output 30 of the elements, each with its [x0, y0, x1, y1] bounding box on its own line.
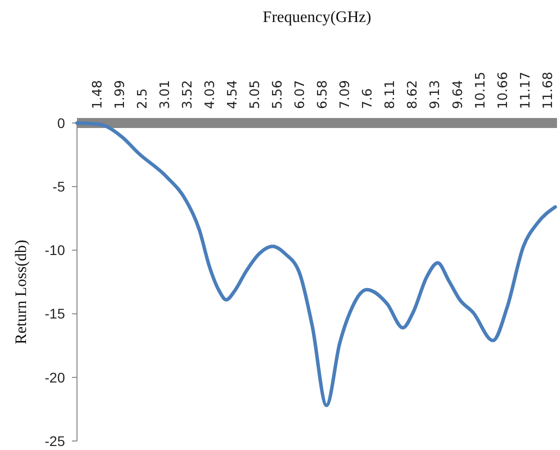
x-tick-label: 7.09 — [338, 80, 354, 109]
y-tick-label: -25 — [44, 432, 66, 449]
x-tick-label: 11.68 — [540, 72, 556, 109]
x-tick-label: 8.62 — [406, 80, 421, 109]
x-tick-label: 10.66 — [496, 72, 511, 109]
x-tick-label: 5.56 — [270, 80, 286, 109]
x-tick-label: 3.52 — [180, 80, 196, 109]
x-tick-label: 4.03 — [203, 80, 218, 109]
y-tick-label: -15 — [44, 306, 66, 322]
x-tick-label: 7.6 — [360, 88, 376, 109]
x-tick-label: 3.01 — [158, 80, 173, 109]
y-axis-title: Return Loss(db) — [13, 240, 30, 344]
x-tick-label: 9.13 — [428, 80, 444, 109]
x-axis-title: Frequency(GHz) — [262, 9, 372, 26]
y-tick-label: -20 — [44, 369, 66, 386]
y-tick-label: 0 — [57, 114, 66, 131]
x-tick-label: 9.64 — [450, 80, 466, 109]
x-tick-label: 4.54 — [226, 80, 241, 109]
x-tick-label: 8.11 — [383, 80, 398, 109]
x-tick-label: 10.15 — [473, 72, 488, 109]
line-series — [75, 121, 557, 408]
x-tick-label: 6.07 — [293, 80, 308, 109]
x-tick-label: 11.17 — [518, 72, 534, 109]
x-tick-label: 5.05 — [248, 80, 264, 109]
y-tick-label: -10 — [44, 242, 66, 258]
x-tick-label: 1.99 — [112, 80, 128, 109]
x-tick-label: 1.48 — [90, 80, 106, 109]
x-tick-label: 6.58 — [316, 80, 331, 109]
x-tick-label: 2.5 — [135, 88, 150, 109]
y-tick-label: -5 — [52, 178, 66, 194]
